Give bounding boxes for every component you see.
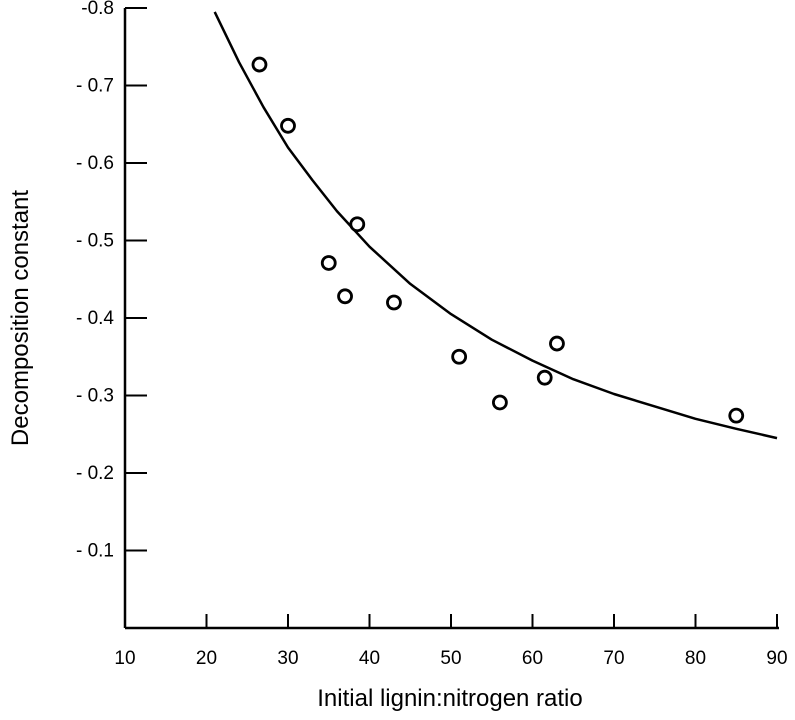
- x-tick-label: 40: [359, 648, 380, 669]
- data-point: [491, 394, 508, 411]
- data-point: [280, 117, 296, 134]
- y-tick-label: -0.8: [81, 0, 114, 19]
- data-point: [320, 255, 337, 271]
- y-tick-label: - 0.1: [76, 541, 114, 562]
- x-tick-label: 20: [196, 648, 217, 669]
- y-tick-label: - 0.2: [76, 463, 114, 484]
- data-point: [349, 216, 366, 233]
- y-tick-label: - 0.7: [76, 76, 114, 97]
- data-point: [536, 369, 553, 386]
- x-tick-label: 10: [114, 648, 135, 669]
- y-tick-label: - 0.6: [76, 153, 114, 174]
- x-tick-label: 30: [277, 648, 298, 669]
- data-point: [386, 294, 402, 311]
- y-tick-label: - 0.5: [76, 231, 114, 252]
- y-tick-label: - 0.3: [76, 386, 114, 407]
- data-points-layer: [251, 56, 745, 424]
- data-point: [251, 56, 268, 73]
- data-point: [451, 348, 468, 365]
- y-tick-label: - 0.4: [76, 308, 114, 329]
- data-point: [549, 335, 565, 352]
- axes: [123, 8, 779, 630]
- x-tick-label: 50: [440, 648, 461, 669]
- data-point: [728, 407, 745, 424]
- ticks-layer: 10 20 30 40 50 60 70 80 90 - 0.1 - 0.2 - 0.3 - 0.4 - …: [76, 0, 788, 669]
- fit-curve-layer: [213, 11, 778, 440]
- x-tick-label: 70: [603, 648, 624, 669]
- y-axis-title: Decomposition constant: [7, 190, 34, 446]
- fit-curve: [213, 11, 778, 440]
- x-tick-label: 90: [766, 648, 787, 669]
- x-tick-label: 80: [685, 648, 706, 669]
- data-point: [337, 288, 353, 305]
- x-axis-title: Initial lignin:nitrogen ratio: [317, 685, 583, 712]
- x-tick-label: 60: [522, 648, 543, 669]
